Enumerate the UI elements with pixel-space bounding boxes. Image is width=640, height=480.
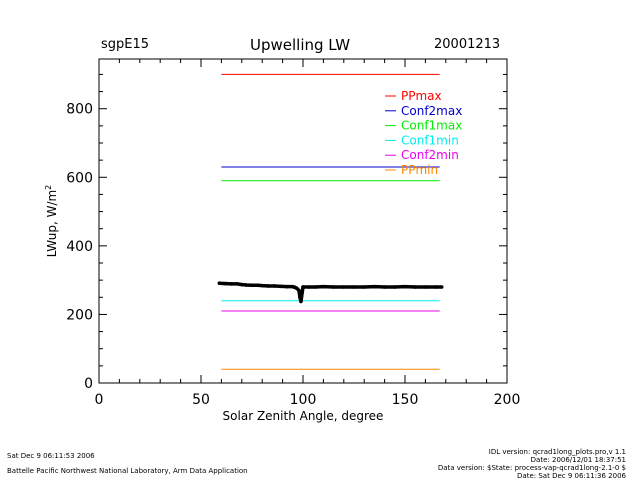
data-point xyxy=(342,285,346,289)
data-point xyxy=(298,295,302,300)
legend-label-ppmax: PPmax xyxy=(401,89,442,103)
y-axis-label: LWup, W/m2 xyxy=(44,185,59,258)
data-point xyxy=(235,282,240,286)
site-label: sgpE15 xyxy=(101,37,150,52)
data-point xyxy=(299,299,303,304)
data-point xyxy=(423,285,428,289)
data-point xyxy=(382,285,387,289)
data-point xyxy=(256,283,260,288)
data-point xyxy=(433,285,438,289)
y-tick-label: 800 xyxy=(66,102,93,118)
y-tick-label: 400 xyxy=(66,239,93,255)
legend-label-conf2max: Conf2max xyxy=(401,104,462,118)
data-point xyxy=(313,285,318,289)
data-point xyxy=(403,284,407,289)
data-point xyxy=(331,285,336,289)
data-point xyxy=(301,285,305,289)
data-point xyxy=(321,284,326,289)
data-point xyxy=(413,285,418,289)
legend-label-conf1min: Conf1min xyxy=(401,133,459,147)
footer-data-date: Date: Sat Dec 9 06:11:36 2006 xyxy=(517,472,626,480)
y-axis-label-superscript: 2 xyxy=(44,185,53,190)
footer-org: Battelle Pacific Northwest National Labo… xyxy=(7,467,248,475)
data-point xyxy=(272,284,277,288)
data-point xyxy=(223,281,228,286)
y-tick-label: 600 xyxy=(66,170,93,186)
data-point xyxy=(352,285,356,289)
data-point xyxy=(217,281,222,286)
data-point xyxy=(250,283,254,288)
data-point xyxy=(240,282,244,287)
y-tick-label: 0 xyxy=(84,376,93,392)
legend-label-conf2min: Conf2min xyxy=(401,148,459,162)
x-tick-label: 50 xyxy=(192,392,210,408)
legend-label-ppmin: PPmin xyxy=(401,163,438,177)
data-point xyxy=(307,285,311,289)
footer-timestamp: Sat Dec 9 06:11:53 2006 xyxy=(7,452,95,460)
data-point xyxy=(229,282,234,286)
x-tick-label: 200 xyxy=(494,392,521,408)
data-point xyxy=(393,285,397,289)
chart-title: Upwelling LW xyxy=(250,36,351,54)
footer-idl-version: IDL version: qcrad1long_plots.pro,v 1.1 xyxy=(488,448,626,456)
x-tick-label: 0 xyxy=(95,392,104,408)
legend-label-conf1max: Conf1max xyxy=(401,119,462,133)
data-point xyxy=(244,283,248,287)
data-point xyxy=(297,288,301,293)
data-point xyxy=(266,284,271,288)
footer-idl-date: Date: 2006/12/01 18:37:51 xyxy=(530,456,626,464)
x-tick-label: 150 xyxy=(392,392,419,408)
footer-data-version: Data version: $State: process-vap-qcrad1… xyxy=(437,464,626,472)
data-point xyxy=(362,285,367,289)
data-point xyxy=(439,285,444,289)
x-axis-label: Solar Zenith Angle, degree xyxy=(223,409,384,423)
x-tick-label: 100 xyxy=(290,392,317,408)
data-point xyxy=(278,284,283,289)
data-point xyxy=(372,284,377,289)
y-tick-label: 200 xyxy=(66,307,93,323)
data-point xyxy=(260,283,265,288)
data-point xyxy=(284,284,289,289)
date-label: 20001213 xyxy=(434,37,501,52)
